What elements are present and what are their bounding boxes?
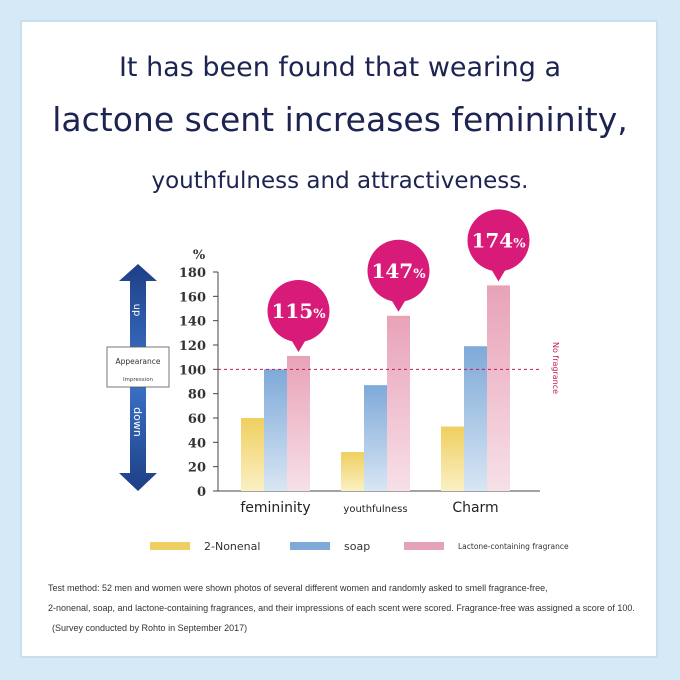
bar-soap-femininity (264, 369, 287, 491)
callout-bubble: 115% (267, 279, 330, 352)
survey-source: (Survey conducted by Rohto in September … (52, 623, 248, 633)
appearance-subtitle: Impression (123, 377, 154, 383)
headline-line-1: It has been found that wearing a (118, 52, 562, 83)
legend-swatch-soap (290, 542, 330, 550)
bar-lactone-femininity (287, 355, 310, 491)
arrow-up-label: up (131, 304, 142, 317)
legend-item-soap: soap (290, 536, 370, 556)
callout-value: 147% (371, 259, 426, 283)
legend-label-soap: soap (344, 539, 371, 553)
y-tick-label: 60 (188, 412, 206, 427)
y-tick-label: 0 (197, 485, 206, 500)
appearance-box (106, 346, 170, 388)
y-tick-label: 80 (188, 388, 206, 403)
bar-lactone-charm (487, 285, 510, 491)
bar-lactone-youthfulness (387, 315, 410, 491)
content-card (20, 20, 658, 658)
callout-value: 115% (271, 299, 326, 323)
legend-item-lactone: Lactone-containing fragrance (404, 536, 569, 556)
callout-circle (367, 239, 430, 302)
headline-line-2: lactone scent increases femininity, (52, 100, 628, 139)
bar-nonenal-charm (441, 426, 464, 491)
legend-label-lactone: Lactone-containing fragrance (458, 541, 569, 551)
test-method-line-2: 2-nonenal, soap, and lactone-containing … (48, 603, 635, 613)
test-method-line-1: Test method: 52 men and women were shown… (48, 583, 548, 593)
bar-nonenal-youthfulness (341, 452, 364, 491)
callout-circle (467, 209, 530, 272)
arrow-down-label: down (131, 407, 144, 437)
y-tick-label: 40 (188, 436, 206, 451)
callout-circle (267, 279, 330, 342)
bar-nonenal-femininity (241, 418, 264, 491)
legend-item-nonenal: 2-Nonenal (150, 536, 260, 556)
callout-bubble: 174% (467, 209, 530, 282)
legend-label-nonenal: 2-Nonenal (204, 539, 261, 553)
y-tick-label: 100 (179, 363, 206, 378)
y-tick-label: 140 (179, 315, 206, 330)
appearance-title: Appearance (115, 357, 160, 366)
test-method-note: Test method: 52 men and women were shown… (48, 578, 648, 638)
y-tick-label: 120 (179, 339, 206, 354)
bar-soap-youthfulness (364, 385, 387, 491)
bar-soap-charm (464, 346, 487, 491)
y-tick-label: 20 (188, 461, 206, 476)
legend-swatch-lactone (404, 542, 444, 550)
x-tick-label: youthfulness (343, 504, 407, 515)
callout-bubble: 147% (367, 239, 430, 312)
x-tick-label: femininity (240, 500, 310, 516)
no-fragrance-label: No fragrance (551, 342, 560, 394)
callout-value: 174% (471, 228, 526, 252)
bar-chart: up down Appearance Impression % 0 20 40 60 8… (106, 209, 560, 516)
headline-line-3: youthfulness and attractiveness. (151, 168, 529, 194)
x-tick-label: Charm (452, 500, 498, 516)
y-axis-unit: % (193, 248, 206, 263)
y-tick-label: 160 (179, 290, 206, 305)
legend-swatch-nonenal (150, 542, 190, 550)
y-tick-label: 180 (179, 266, 206, 281)
